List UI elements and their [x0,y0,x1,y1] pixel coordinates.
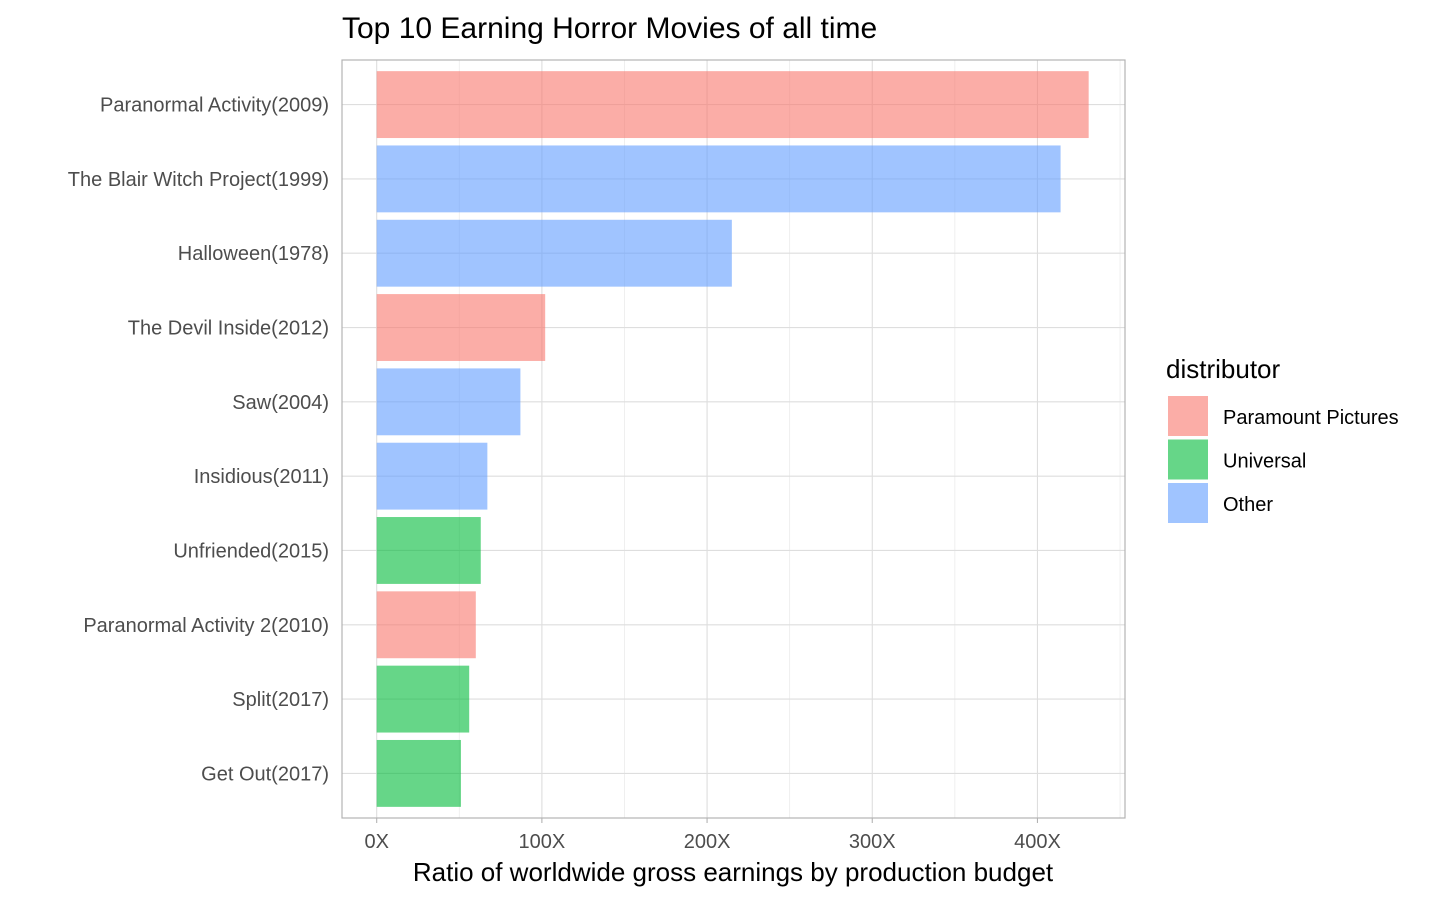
bar [376,145,1061,213]
category-label: The Devil Inside(2012) [128,318,329,340]
category-label: Unfriended(2015) [173,540,329,562]
category-label: Paranormal Activity 2(2010) [83,615,329,637]
bar [376,591,476,659]
bar [376,442,488,510]
panel-border [341,59,1126,819]
bar [376,517,481,584]
x-axis-title: Ratio of worldwide gross earnings by pro… [413,857,1054,887]
legend-title: distributor [1166,354,1280,384]
x-tick-label: 400X [1014,831,1061,853]
legend-key [1168,439,1208,480]
bar [376,739,461,807]
legend-label: Universal [1223,451,1306,473]
legend-key [1168,483,1208,523]
category-labels: Paranormal Activity(2009) The Blair Witch… [68,95,329,786]
category-label: Insidious(2011) [194,466,329,488]
category-label: Halloween(1978) [178,243,329,265]
category-label: Saw(2004) [232,392,329,414]
x-tick-label: 200X [684,831,731,853]
bar [376,368,521,436]
bar [376,219,732,287]
category-label: The Blair Witch Project(1999) [68,169,329,191]
bar [376,71,1089,139]
x-axis-ticks: 0X 100X 200X 300X 400X [364,818,1061,853]
x-tick-label: 100X [519,831,566,853]
bar [376,294,546,361]
category-label: Split(2017) [232,689,329,711]
legend: distributor Paramount Pictures Universal O… [1166,354,1399,523]
legend-label: Paramount Pictures [1223,407,1399,429]
category-label: Get Out(2017) [201,763,329,785]
category-label: Paranormal Activity(2009) [100,95,329,117]
x-tick-label: 300X [849,831,896,853]
legend-label: Other [1223,494,1273,516]
chart-title: Top 10 Earning Horror Movies of all time [342,12,877,45]
bar [376,665,470,733]
bars [376,71,1089,807]
legend-key [1168,396,1208,436]
x-tick-label: 0X [364,831,388,853]
